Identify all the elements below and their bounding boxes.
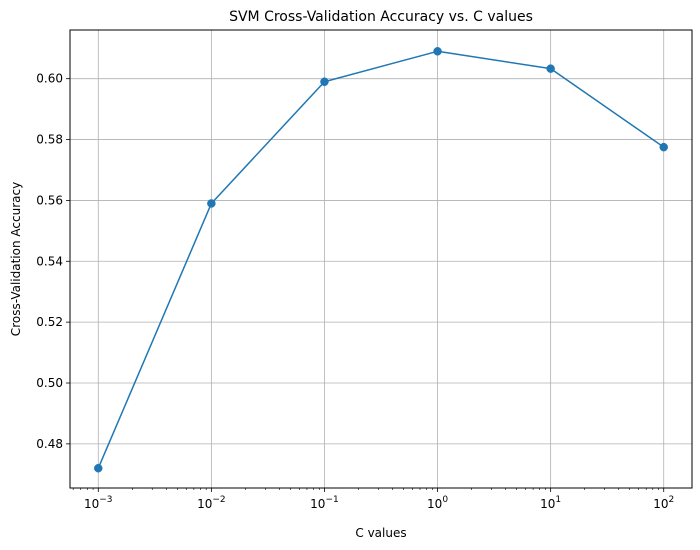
- grid-lines: [70, 30, 692, 488]
- data-point: [546, 64, 555, 73]
- y-tick-label: 0.48: [36, 437, 63, 451]
- series-layer: [94, 47, 668, 473]
- x-tick-label: 10−3: [84, 495, 113, 511]
- y-tick-label: 0.56: [36, 193, 63, 207]
- data-point: [207, 199, 216, 208]
- y-tick-label: 0.54: [36, 254, 63, 268]
- x-tick-exponent: 1: [555, 495, 561, 505]
- series-line: [97, 50, 665, 469]
- y-axis-ticks: 0.48 0.50 0.52 0.54 0.56 0.58 0.60: [36, 72, 70, 451]
- x-tick-base: 10: [310, 497, 325, 511]
- x-tick-label: 100: [427, 495, 448, 511]
- x-tick-base: 10: [653, 497, 668, 511]
- y-axis-title: Cross-Validation Accuracy: [9, 182, 23, 336]
- chart-title: SVM Cross-Validation Accuracy vs. C valu…: [229, 9, 533, 25]
- x-minor-ticks: [72, 488, 659, 490]
- y-tick-label: 0.60: [36, 72, 63, 86]
- x-tick-exponent: 0: [442, 495, 448, 505]
- data-point: [659, 142, 668, 152]
- x-tick-exponent: −1: [325, 495, 338, 505]
- data-point: [320, 77, 329, 86]
- x-tick-base: 10: [197, 497, 212, 511]
- x-tick-base: 10: [540, 497, 555, 511]
- x-tick-base: 10: [84, 497, 99, 511]
- y-tick-label: 0.58: [36, 133, 63, 147]
- x-tick-base: 10: [427, 497, 442, 511]
- plot-area-frame: [69, 29, 693, 489]
- x-tick-exponent: −3: [99, 495, 112, 505]
- x-tick-label: 101: [540, 495, 561, 511]
- x-tick-exponent: −2: [212, 495, 225, 505]
- x-axis-title: C values: [355, 526, 406, 540]
- y-tick-label: 0.52: [36, 315, 63, 329]
- data-point: [94, 463, 103, 473]
- x-tick-label: 10−1: [310, 495, 339, 511]
- y-tick-label: 0.50: [36, 376, 63, 390]
- x-tick-label: 102: [653, 495, 674, 511]
- x-tick-exponent: 2: [669, 495, 675, 505]
- x-axis-ticks: 10−3 10−2 10−1 100 101 102: [84, 488, 674, 511]
- data-point: [433, 47, 442, 56]
- x-tick-label: 10−2: [197, 495, 226, 511]
